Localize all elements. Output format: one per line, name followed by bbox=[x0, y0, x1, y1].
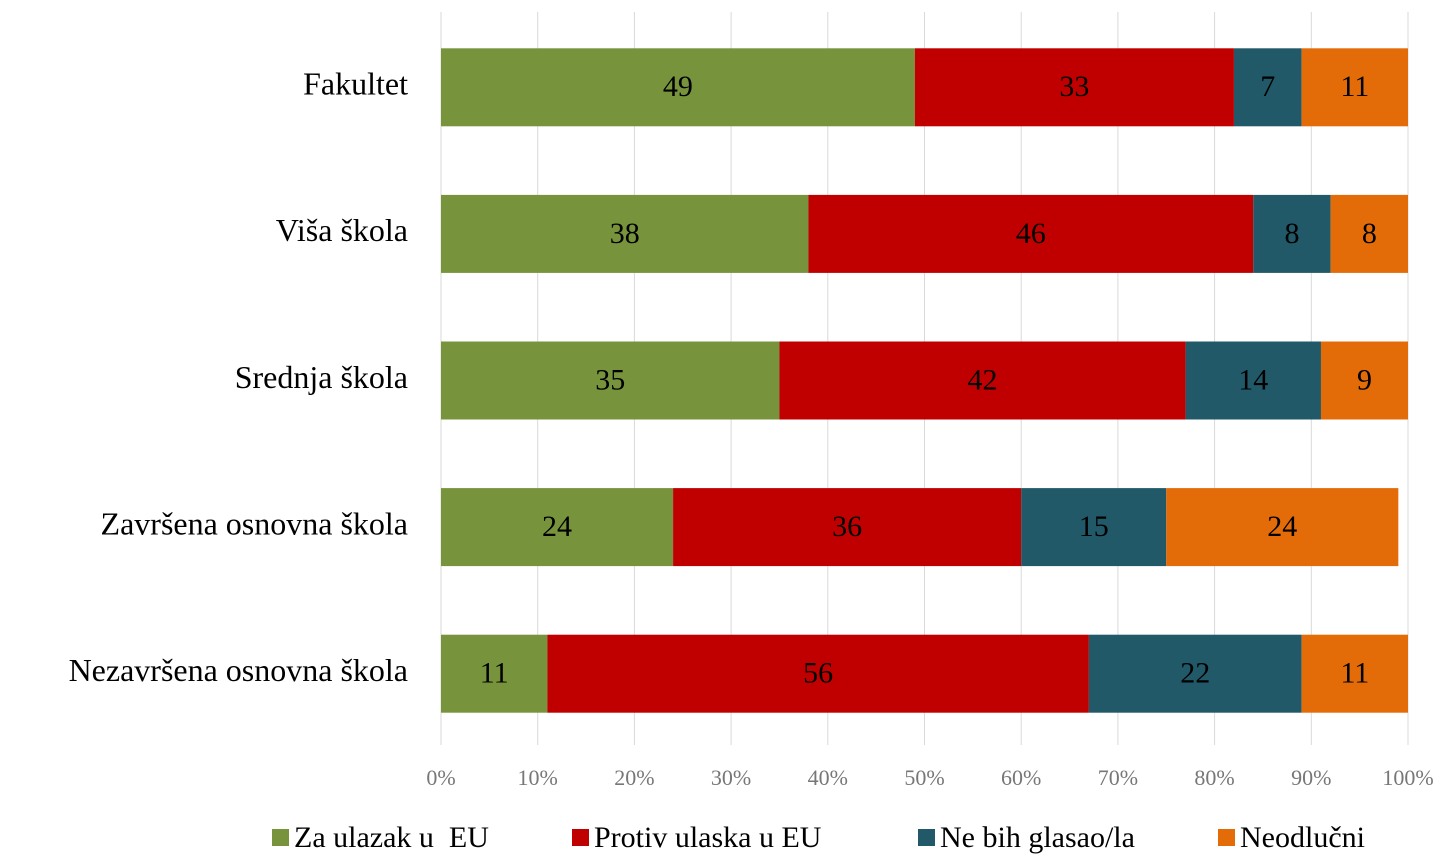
x-tick-label: 50% bbox=[904, 765, 944, 790]
x-tick-label: 10% bbox=[518, 765, 558, 790]
data-label: 36 bbox=[832, 510, 862, 543]
data-label: 38 bbox=[610, 217, 640, 250]
x-tick-label: 90% bbox=[1291, 765, 1331, 790]
bar-segment bbox=[441, 634, 548, 713]
y-tick-label: Srednja škola bbox=[235, 359, 408, 395]
data-label: 56 bbox=[803, 657, 833, 690]
legend-swatch bbox=[572, 829, 589, 846]
y-tick-label: Nezavršena osnovna škola bbox=[69, 652, 408, 688]
x-tick-label: 60% bbox=[1001, 765, 1041, 790]
bar-segment bbox=[1253, 194, 1331, 273]
bar-segment bbox=[1166, 488, 1399, 567]
data-label: 11 bbox=[1340, 70, 1369, 103]
legend-label: Ne bih glasao/la bbox=[940, 821, 1135, 854]
bar-segment bbox=[441, 341, 780, 420]
x-tick-label: 0% bbox=[426, 765, 455, 790]
bar-segment bbox=[914, 48, 1234, 127]
x-tick-label: 100% bbox=[1382, 765, 1433, 790]
bar-segment bbox=[441, 488, 674, 567]
data-label: 11 bbox=[1340, 657, 1369, 690]
bar-segment bbox=[673, 488, 1022, 567]
bar-segment bbox=[1021, 488, 1167, 567]
data-label: 33 bbox=[1059, 70, 1089, 103]
data-label: 24 bbox=[542, 510, 572, 543]
bar-segment bbox=[1088, 634, 1302, 713]
data-label: 9 bbox=[1357, 363, 1372, 396]
data-label: 46 bbox=[1016, 217, 1046, 250]
data-label: 49 bbox=[663, 70, 693, 103]
data-label: 8 bbox=[1362, 217, 1377, 250]
bar-segment bbox=[441, 194, 809, 273]
y-tick-label: Fakultet bbox=[303, 66, 408, 102]
data-label: 8 bbox=[1284, 217, 1299, 250]
bar-segment bbox=[1233, 48, 1302, 127]
x-tick-label: 70% bbox=[1098, 765, 1138, 790]
bar-segment bbox=[1330, 194, 1408, 273]
legend-label: Protiv ulaska u EU bbox=[594, 821, 822, 854]
legend-label: Za ulazak u EU bbox=[294, 821, 489, 854]
bar-segment bbox=[1301, 634, 1408, 713]
y-tick-label: Viša škola bbox=[276, 212, 408, 248]
data-label: 7 bbox=[1260, 70, 1275, 103]
data-label: 11 bbox=[480, 657, 509, 690]
data-label: 14 bbox=[1238, 363, 1268, 396]
legend-swatch bbox=[918, 829, 935, 846]
bar-segment bbox=[1301, 48, 1408, 127]
legend-swatch bbox=[272, 829, 289, 846]
data-label: 42 bbox=[968, 363, 998, 396]
bar-segment bbox=[1320, 341, 1408, 420]
bar-segment bbox=[808, 194, 1254, 273]
x-tick-label: 20% bbox=[614, 765, 654, 790]
data-label: 22 bbox=[1180, 657, 1210, 690]
x-tick-label: 40% bbox=[808, 765, 848, 790]
bar-segment bbox=[547, 634, 1089, 713]
x-tick-label: 80% bbox=[1194, 765, 1234, 790]
x-tick-label: 30% bbox=[711, 765, 751, 790]
data-label: 24 bbox=[1267, 510, 1297, 543]
bar-segment bbox=[779, 341, 1186, 420]
bar-segment bbox=[441, 48, 915, 127]
data-label: 35 bbox=[595, 363, 625, 396]
legend-label: Neodlučni bbox=[1240, 821, 1365, 854]
y-tick-label: Završena osnovna škola bbox=[101, 505, 408, 541]
bar-segment bbox=[1185, 341, 1321, 420]
data-label: 15 bbox=[1079, 510, 1109, 543]
legend-swatch bbox=[1218, 829, 1235, 846]
